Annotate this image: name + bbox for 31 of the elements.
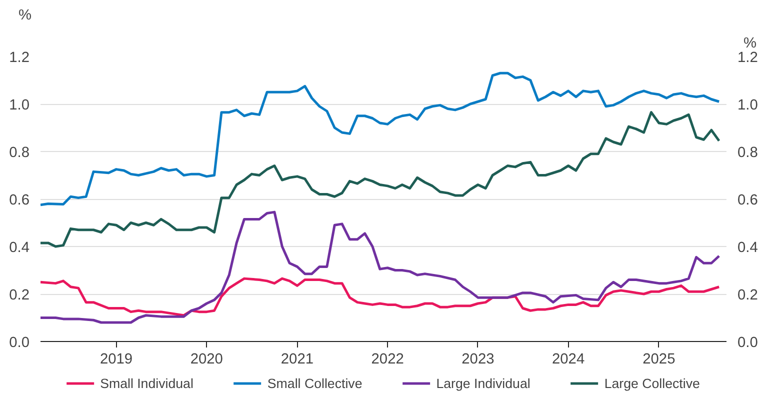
x-tick-label: 2021 [280, 352, 314, 368]
y2-axis-title: % [743, 36, 757, 52]
y2-tick-label: 1.0 [738, 98, 758, 114]
y-tick-label: 0.4 [9, 240, 30, 256]
x-tick-label: 2020 [190, 352, 223, 368]
legend-label: Small Collective [267, 376, 362, 390]
y-axis-title: % [18, 8, 32, 24]
y2-tick-label: 0.6 [738, 192, 758, 208]
line-series [40, 277, 720, 317]
y2-tick-label: 0.2 [738, 288, 758, 304]
y-tick-label: 0.6 [9, 192, 30, 208]
x-tick-label: 2023 [462, 352, 494, 368]
legend-label: Large Individual [436, 376, 530, 390]
y2-tick-label: 0.0 [738, 335, 758, 351]
y-tick-label: 0.0 [9, 335, 30, 351]
x-tick-label: 2019 [100, 352, 133, 368]
y-tick-label: 0.8 [9, 145, 30, 161]
y2-tick-label: 0.4 [738, 240, 758, 256]
y2-tick-label: 1.2 [738, 50, 758, 66]
x-tick-label: 2022 [371, 352, 404, 368]
y2-tick-label: 0.8 [738, 145, 758, 161]
legend-label: Small Individual [100, 376, 194, 390]
line-series [40, 72, 720, 206]
legend-label: Large Collective [604, 376, 700, 390]
line-series [40, 111, 720, 248]
y-tick-label: 0.2 [9, 288, 30, 304]
line-series [40, 210, 720, 324]
x-tick-label: 2024 [552, 352, 585, 368]
y-tick-label: 1.0 [9, 98, 30, 114]
y-tick-label: 1.2 [9, 50, 30, 66]
x-tick-label: 2025 [642, 352, 676, 368]
